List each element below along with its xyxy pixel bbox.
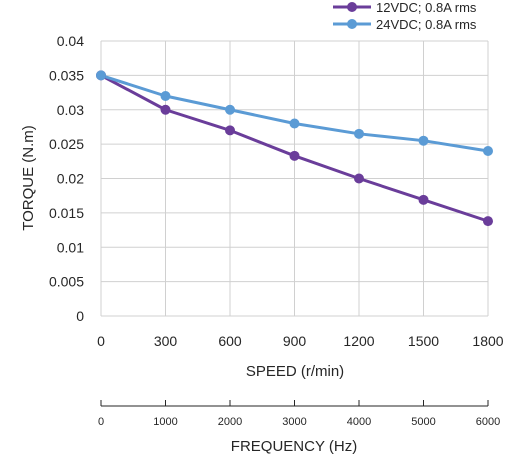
- frequency-tick-label: 3000: [282, 416, 306, 428]
- y-tick-label: 0: [76, 308, 84, 324]
- y-tick-label: 0.035: [49, 67, 84, 83]
- legend-swatch-marker: [347, 19, 357, 29]
- frequency-axis-title: FREQUENCY (Hz): [231, 438, 357, 455]
- legend-swatch-marker: [347, 2, 357, 12]
- y-tick-label: 0.03: [57, 102, 84, 118]
- series-1-point: [160, 104, 171, 115]
- frequency-tick-label: 1000: [153, 416, 177, 428]
- x-tick-label: 1800: [472, 333, 503, 349]
- x-tick-label: 300: [154, 333, 178, 349]
- series-1-point: [354, 173, 364, 184]
- x-axis-title: SPEED (r/min): [246, 363, 344, 380]
- x-tick-labels: 0 300 600 900 1200 1500 1800: [97, 333, 504, 349]
- x-tick-label: 1200: [343, 333, 374, 349]
- frequency-tick-label: 5000: [411, 416, 435, 428]
- y-axis-title: TORQUE (N.m): [20, 125, 37, 231]
- y-tick-labels: 0 0.005 0.01 0.015 0.02 0.025 0.03 0.035 0.04: [49, 33, 84, 324]
- series-2-point: [354, 128, 364, 139]
- grid-lines: [100, 40, 489, 317]
- y-tick-label: 0.005: [49, 274, 84, 290]
- series-2-point: [289, 118, 300, 129]
- frequency-tick-label: 6000: [476, 416, 500, 428]
- series-1-point: [418, 194, 429, 205]
- x-tick-label: 900: [283, 333, 307, 349]
- y-tick-label: 0.02: [57, 171, 84, 187]
- frequency-tick-label: 2000: [218, 416, 242, 428]
- legend: 12VDC; 0.8A rms 24VDC; 0.8A rms: [333, 0, 477, 32]
- legend-label: 24VDC; 0.8A rms: [376, 17, 477, 32]
- x-tick-label: 1500: [408, 333, 439, 349]
- frequency-tick-label: 4000: [347, 416, 371, 428]
- series-1-point: [289, 150, 300, 161]
- series-1-point: [483, 216, 493, 227]
- series-2-point: [418, 135, 429, 146]
- series-2-point: [225, 104, 235, 115]
- legend-label: 12VDC; 0.8A rms: [376, 0, 477, 15]
- x-tick-label: 600: [218, 333, 242, 349]
- series-1-point: [225, 125, 235, 136]
- series-lines: [96, 70, 493, 227]
- series-2-point: [483, 146, 493, 156]
- frequency-axis: 0 1000 2000 3000 4000 5000 6000 FREQUENCY (Hz): [98, 400, 500, 455]
- series-2-point: [160, 91, 171, 101]
- frequency-tick-label: 0: [98, 416, 104, 428]
- series-2-point: [96, 70, 106, 81]
- y-tick-label: 0.01: [57, 239, 84, 255]
- x-tick-label: 0: [97, 333, 105, 349]
- frequency-axis-ticks: 0 1000 2000 3000 4000 5000 6000: [98, 400, 500, 428]
- y-tick-label: 0.015: [49, 205, 84, 221]
- y-tick-label: 0.025: [49, 136, 84, 152]
- y-tick-label: 0.04: [57, 33, 84, 49]
